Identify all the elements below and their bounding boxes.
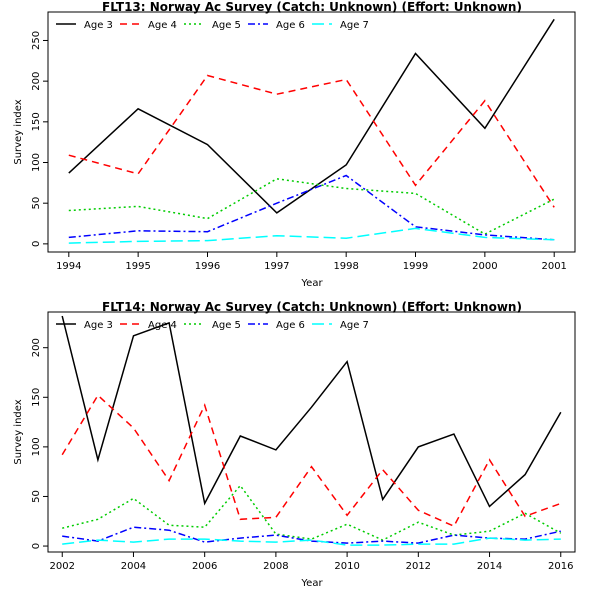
legend-label: Age 3 bbox=[84, 320, 113, 331]
legend-item-age-4: Age 4 bbox=[120, 320, 177, 331]
plot-frame bbox=[47, 11, 576, 253]
x-tick-label: 1999 bbox=[403, 261, 428, 272]
x-tick-label: 2010 bbox=[334, 561, 359, 572]
legend-label: Age 7 bbox=[340, 20, 369, 31]
axis-ticks: 2002 2004 2006 2008 2010 2012 2014 2016 0 50 100 15… bbox=[31, 338, 573, 572]
chart-title: FLT14: Norway Ac Survey (Catch: Unknown)… bbox=[102, 300, 522, 314]
x-tick-label: 2004 bbox=[121, 561, 146, 572]
x-tick-label: 2012 bbox=[406, 561, 431, 572]
x-tick-label: 1996 bbox=[195, 261, 220, 272]
x-tick-label: 1998 bbox=[333, 261, 358, 272]
legend-label: Age 3 bbox=[84, 20, 113, 31]
y-tick-label: 50 bbox=[31, 197, 42, 210]
x-axis-label: Year bbox=[300, 578, 323, 589]
x-tick-label: 2006 bbox=[192, 561, 217, 572]
legend-label: Age 4 bbox=[148, 20, 177, 31]
legend-item-age-3: Age 3 bbox=[56, 20, 113, 31]
x-axis-label: Year bbox=[300, 278, 323, 289]
legend-label: Age 4 bbox=[148, 320, 177, 331]
x-tick-label: 2000 bbox=[472, 261, 497, 272]
legend-item-age-6: Age 6 bbox=[248, 320, 305, 331]
legend-label: Age 6 bbox=[276, 20, 305, 31]
series-line-age-6 bbox=[62, 526, 561, 544]
legend-item-age-7: Age 7 bbox=[312, 320, 369, 331]
series-line-age-5 bbox=[62, 484, 562, 541]
legend-item-age-7: Age 7 bbox=[312, 20, 369, 31]
series-lines bbox=[68, 18, 555, 244]
legend-item-age-5: Age 5 bbox=[184, 320, 241, 331]
legend-item-age-5: Age 5 bbox=[184, 20, 241, 31]
y-tick-label: 0 bbox=[31, 241, 42, 247]
series-line-age-7 bbox=[68, 227, 555, 244]
chart-flt13: FLT13: Norway Ac Survey (Catch: Unknown)… bbox=[13, 0, 576, 289]
x-tick-label: 1995 bbox=[125, 261, 150, 272]
y-tick-label: 200 bbox=[31, 338, 42, 357]
legend: Age 3 Age 4 Age 5 Age 6 Age 7 bbox=[56, 320, 369, 331]
legend-label: Age 7 bbox=[340, 320, 369, 331]
legend: Age 3 Age 4 Age 5 Age 6 Age 7 bbox=[56, 20, 369, 31]
legend-item-age-4: Age 4 bbox=[120, 20, 177, 31]
y-axis-label: Survey index bbox=[13, 399, 24, 464]
x-tick-label: 2014 bbox=[477, 561, 502, 572]
x-tick-label: 2016 bbox=[548, 561, 573, 572]
y-tick-label: 250 bbox=[31, 31, 42, 50]
x-tick-label: 1994 bbox=[56, 261, 81, 272]
y-tick-label: 0 bbox=[31, 543, 42, 549]
y-tick-label: 200 bbox=[31, 72, 42, 91]
series-lines bbox=[61, 315, 562, 546]
y-tick-label: 100 bbox=[31, 437, 42, 456]
series-line-age-6 bbox=[68, 174, 555, 241]
series-line-age-4 bbox=[68, 74, 555, 208]
y-tick-label: 150 bbox=[31, 112, 42, 131]
y-axis-label: Survey index bbox=[13, 99, 24, 164]
chart-title: FLT13: Norway Ac Survey (Catch: Unknown)… bbox=[102, 0, 522, 14]
series-line-age-5 bbox=[68, 178, 555, 235]
x-tick-label: 2002 bbox=[50, 561, 75, 572]
x-tick-label: 1997 bbox=[264, 261, 289, 272]
chart-flt14: FLT14: Norway Ac Survey (Catch: Unknown)… bbox=[13, 300, 576, 589]
x-tick-label: 2008 bbox=[263, 561, 288, 572]
y-tick-label: 150 bbox=[31, 388, 42, 407]
y-tick-label: 50 bbox=[31, 490, 42, 503]
series-line-age-3 bbox=[61, 315, 562, 508]
y-tick-label: 100 bbox=[31, 153, 42, 172]
legend-item-age-3: Age 3 bbox=[56, 320, 113, 331]
x-tick-label: 2001 bbox=[541, 261, 566, 272]
legend-label: Age 5 bbox=[212, 20, 241, 31]
plot-frame bbox=[47, 311, 576, 553]
series-line-age-3 bbox=[68, 18, 555, 214]
axis-ticks: 1994 1995 1996 1997 1998 1999 2000 2001 0 50 100 15… bbox=[31, 31, 567, 272]
series-line-age-4 bbox=[61, 394, 562, 528]
legend-label: Age 6 bbox=[276, 320, 305, 331]
legend-label: Age 5 bbox=[212, 320, 241, 331]
legend-item-age-6: Age 6 bbox=[248, 20, 305, 31]
series-line-age-7 bbox=[62, 537, 561, 546]
